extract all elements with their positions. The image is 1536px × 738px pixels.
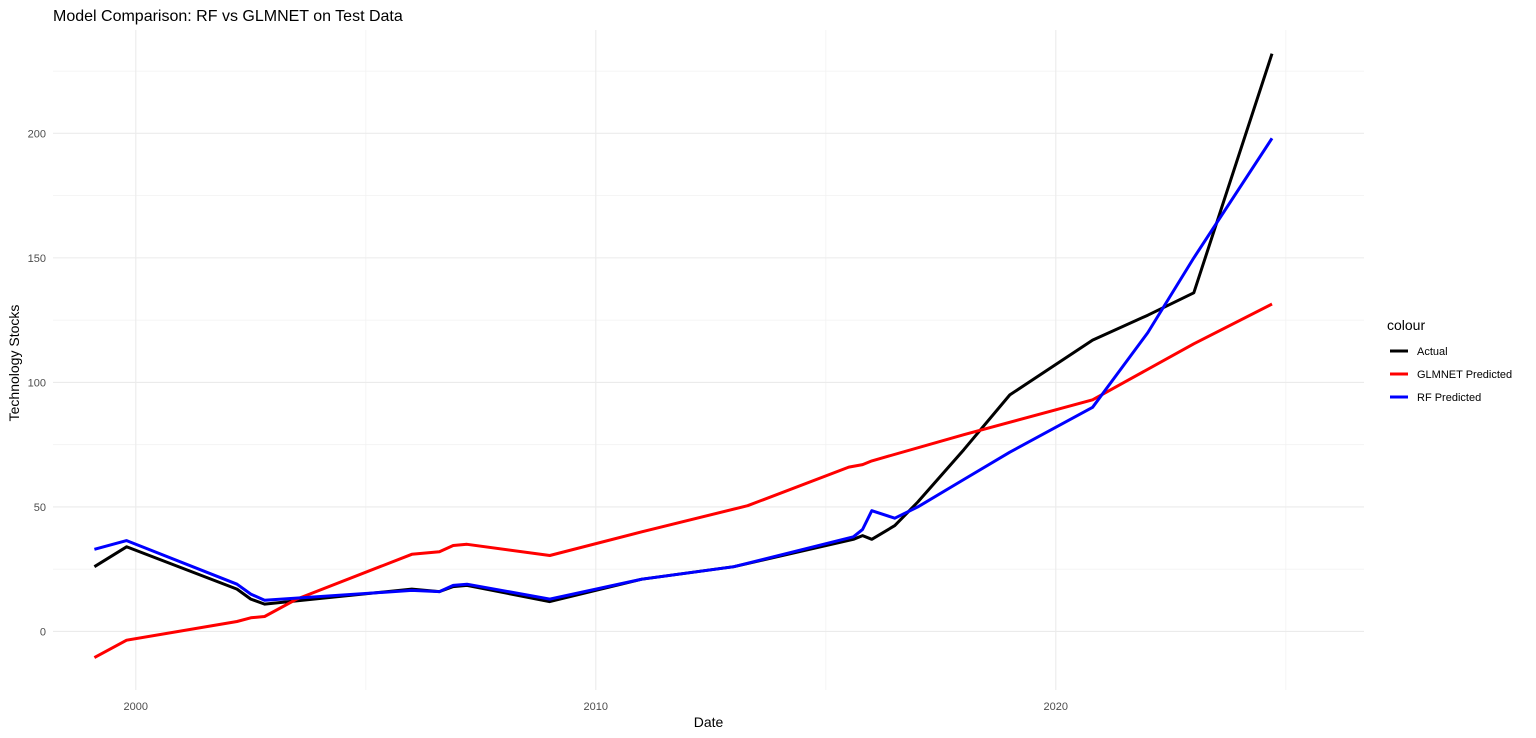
x-axis-title: Date [694, 714, 724, 730]
series-line-rf-predicted [94, 137, 1274, 602]
x-tick-label: 2010 [584, 701, 608, 713]
legend-label-rf-predicted: RF Predicted [1417, 392, 1481, 404]
y-axis-ticks: 0 50 100 150 200 [28, 128, 46, 638]
x-tick-label: 2020 [1044, 701, 1068, 713]
grid-minor [53, 30, 1364, 690]
legend-label-actual: Actual [1417, 346, 1448, 358]
y-tick-label: 200 [28, 128, 46, 140]
grid-major [53, 30, 1364, 690]
y-tick-label: 0 [40, 626, 46, 638]
legend-title: colour [1387, 317, 1425, 333]
series-line-glmnet-predicted [93, 302, 1273, 659]
y-axis-title: Technology Stocks [6, 305, 22, 422]
x-axis-ticks: 2000 2010 2020 [124, 701, 1068, 713]
chart-title: Model Comparison: RF vs GLMNET on Test D… [53, 8, 403, 25]
legend: colour Actual GLMNET Predicted RF Predicte… [1387, 317, 1512, 404]
y-tick-label: 100 [28, 377, 46, 389]
y-tick-label: 150 [28, 253, 46, 265]
x-tick-label: 2000 [124, 701, 148, 713]
legend-label-glmnet-predicted: GLMNET Predicted [1417, 369, 1512, 381]
series-layer [93, 53, 1274, 659]
y-tick-label: 50 [34, 502, 46, 514]
